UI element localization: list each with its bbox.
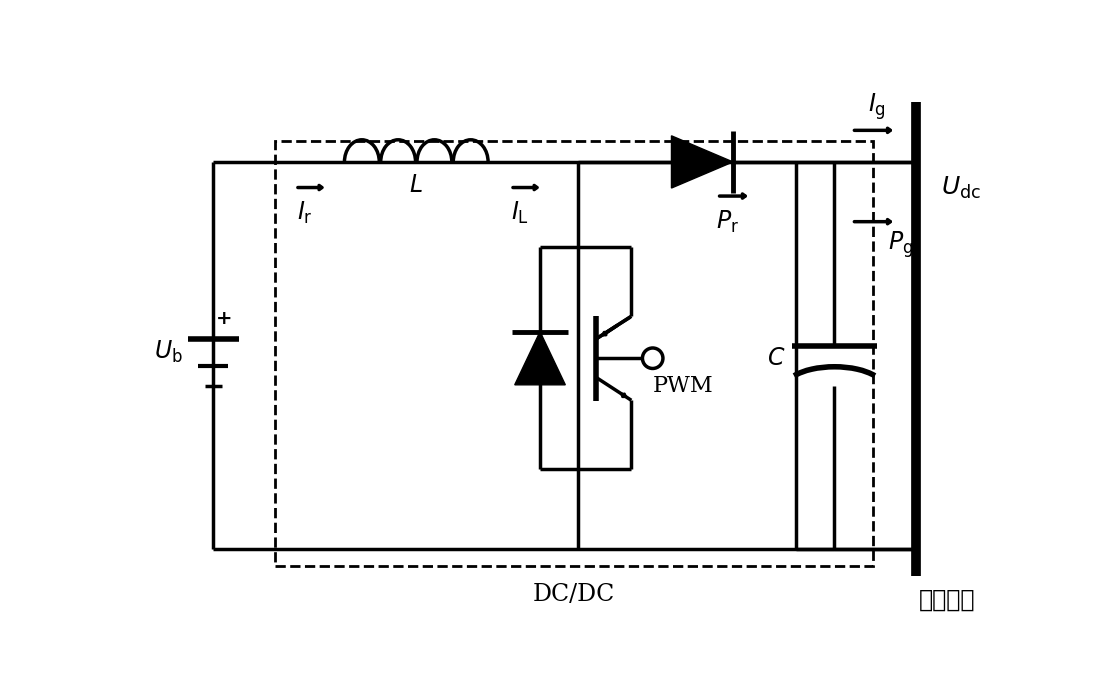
Polygon shape (515, 332, 565, 385)
Text: $L$: $L$ (409, 174, 424, 197)
Text: +: + (216, 310, 232, 328)
Text: $I_{\mathrm{r}}$: $I_{\mathrm{r}}$ (297, 200, 314, 227)
Text: DC/DC: DC/DC (533, 583, 615, 606)
Text: $P_{\mathrm{r}}$: $P_{\mathrm{r}}$ (716, 208, 739, 235)
Text: PWM: PWM (653, 375, 713, 397)
Text: $I_{\mathrm{g}}$: $I_{\mathrm{g}}$ (868, 91, 886, 122)
Polygon shape (672, 136, 733, 188)
Text: $P_{\mathrm{g}}$: $P_{\mathrm{g}}$ (888, 229, 914, 260)
Text: $U_{\mathrm{b}}$: $U_{\mathrm{b}}$ (155, 338, 183, 364)
Text: $I_{\mathrm{L}}$: $I_{\mathrm{L}}$ (512, 200, 529, 227)
Text: $C$: $C$ (767, 347, 786, 370)
Text: 直流母线: 直流母线 (919, 588, 975, 612)
Text: $U_{\mathrm{dc}}$: $U_{\mathrm{dc}}$ (941, 174, 981, 201)
